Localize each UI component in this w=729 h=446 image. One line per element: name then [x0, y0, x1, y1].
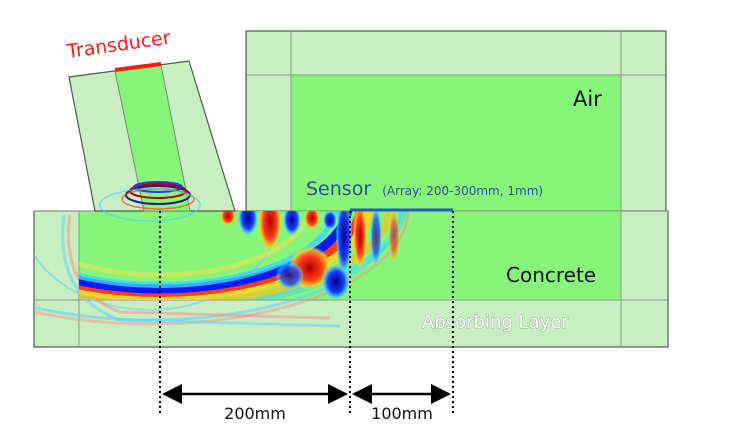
air-label: Air: [573, 87, 602, 111]
sensor-label: Sensor: [306, 178, 371, 200]
air-domain: [245, 30, 667, 212]
dimension-guides: [159, 211, 454, 416]
sensor-detail: (Array: 200-300mm, 1mm): [382, 184, 543, 198]
dimension-label-100: 100mm: [371, 404, 433, 423]
concrete-label: Concrete: [506, 263, 596, 287]
transducer-housing: [68, 60, 236, 222]
dimension-label-200: 200mm: [224, 404, 286, 423]
sensor-label-group: Sensor (Array: 200-300mm, 1mm): [306, 178, 543, 200]
transducer-label: Transducer: [65, 27, 172, 63]
transducer-source: [114, 62, 162, 72]
absorbing-layer-label: Absorbing Layer: [422, 312, 569, 333]
